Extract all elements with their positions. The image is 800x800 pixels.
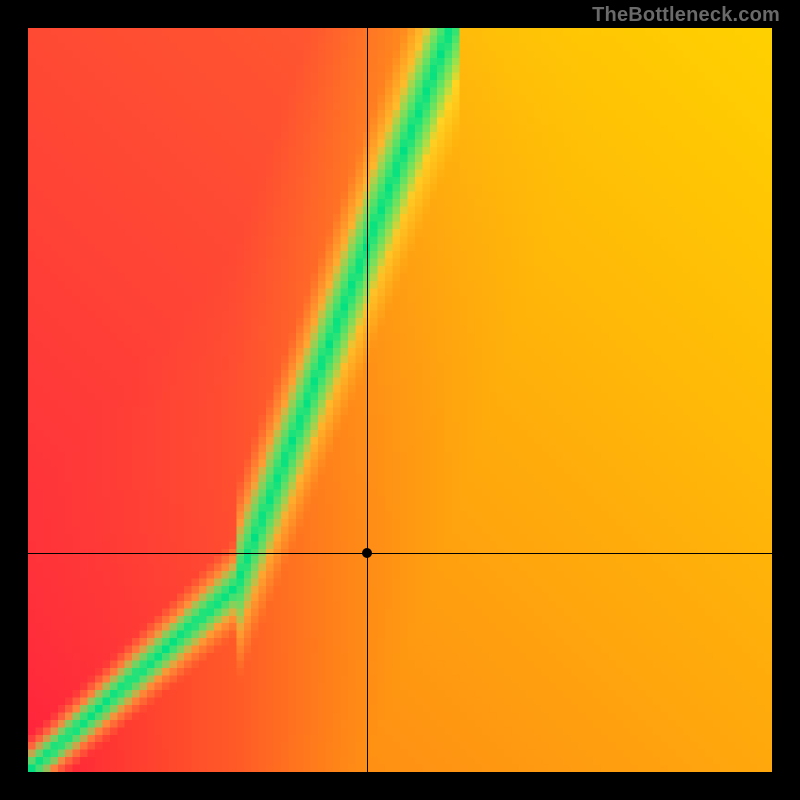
- heatmap-canvas: [28, 28, 772, 772]
- heatmap-plot: [28, 28, 772, 772]
- crosshair-vertical: [367, 28, 368, 772]
- crosshair-horizontal: [28, 553, 772, 554]
- chart-frame: { "watermark": { "text": "TheBottleneck.…: [0, 0, 800, 800]
- watermark-text: TheBottleneck.com: [592, 4, 780, 27]
- crosshair-marker: [362, 548, 372, 558]
